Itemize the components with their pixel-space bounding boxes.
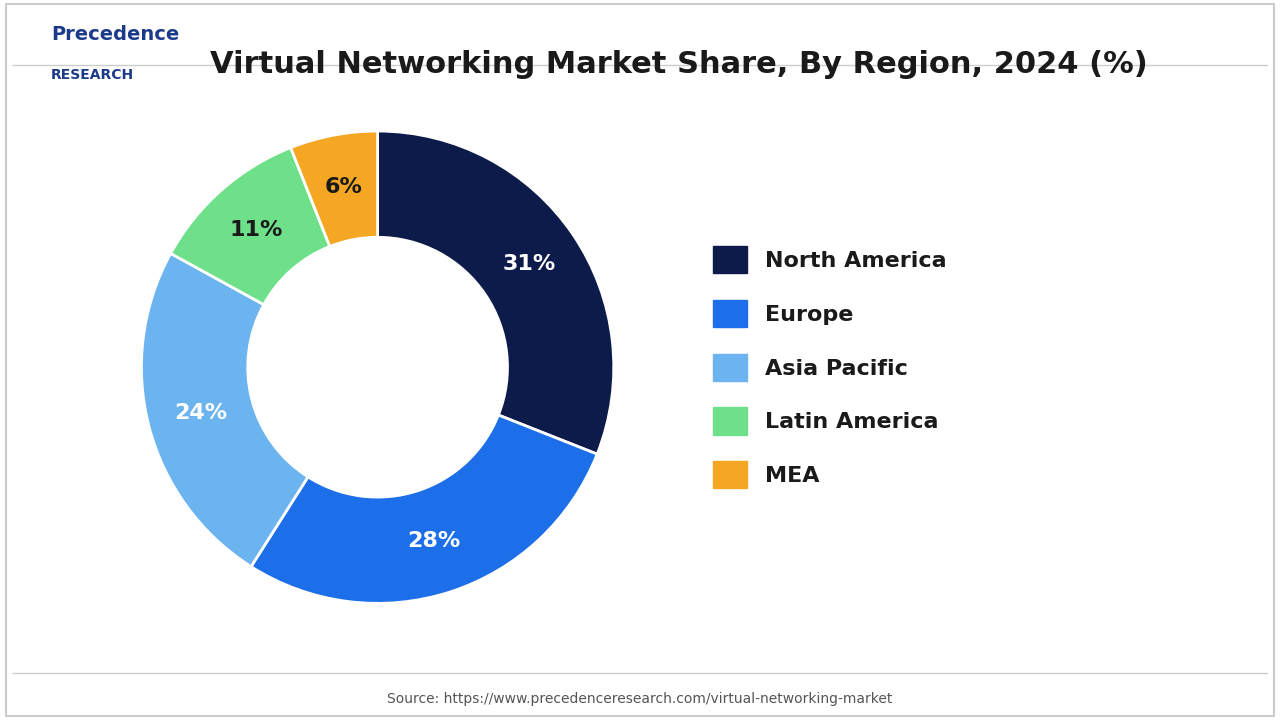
Wedge shape [170, 148, 330, 305]
Text: Source: https://www.precedenceresearch.com/virtual-networking-market: Source: https://www.precedenceresearch.c… [388, 692, 892, 706]
Text: Precedence: Precedence [51, 25, 179, 44]
Text: 11%: 11% [230, 220, 283, 240]
Text: 28%: 28% [407, 531, 461, 552]
Text: RESEARCH: RESEARCH [51, 68, 134, 82]
Text: 6%: 6% [324, 177, 362, 197]
Legend: North America, Europe, Asia Pacific, Latin America, MEA: North America, Europe, Asia Pacific, Lat… [713, 246, 946, 488]
Wedge shape [251, 415, 598, 603]
Wedge shape [142, 253, 308, 567]
Wedge shape [378, 131, 613, 454]
Wedge shape [291, 131, 378, 246]
Text: 31%: 31% [502, 254, 556, 274]
Text: 24%: 24% [174, 402, 227, 423]
Text: Virtual Networking Market Share, By Region, 2024 (%): Virtual Networking Market Share, By Regi… [210, 50, 1147, 79]
